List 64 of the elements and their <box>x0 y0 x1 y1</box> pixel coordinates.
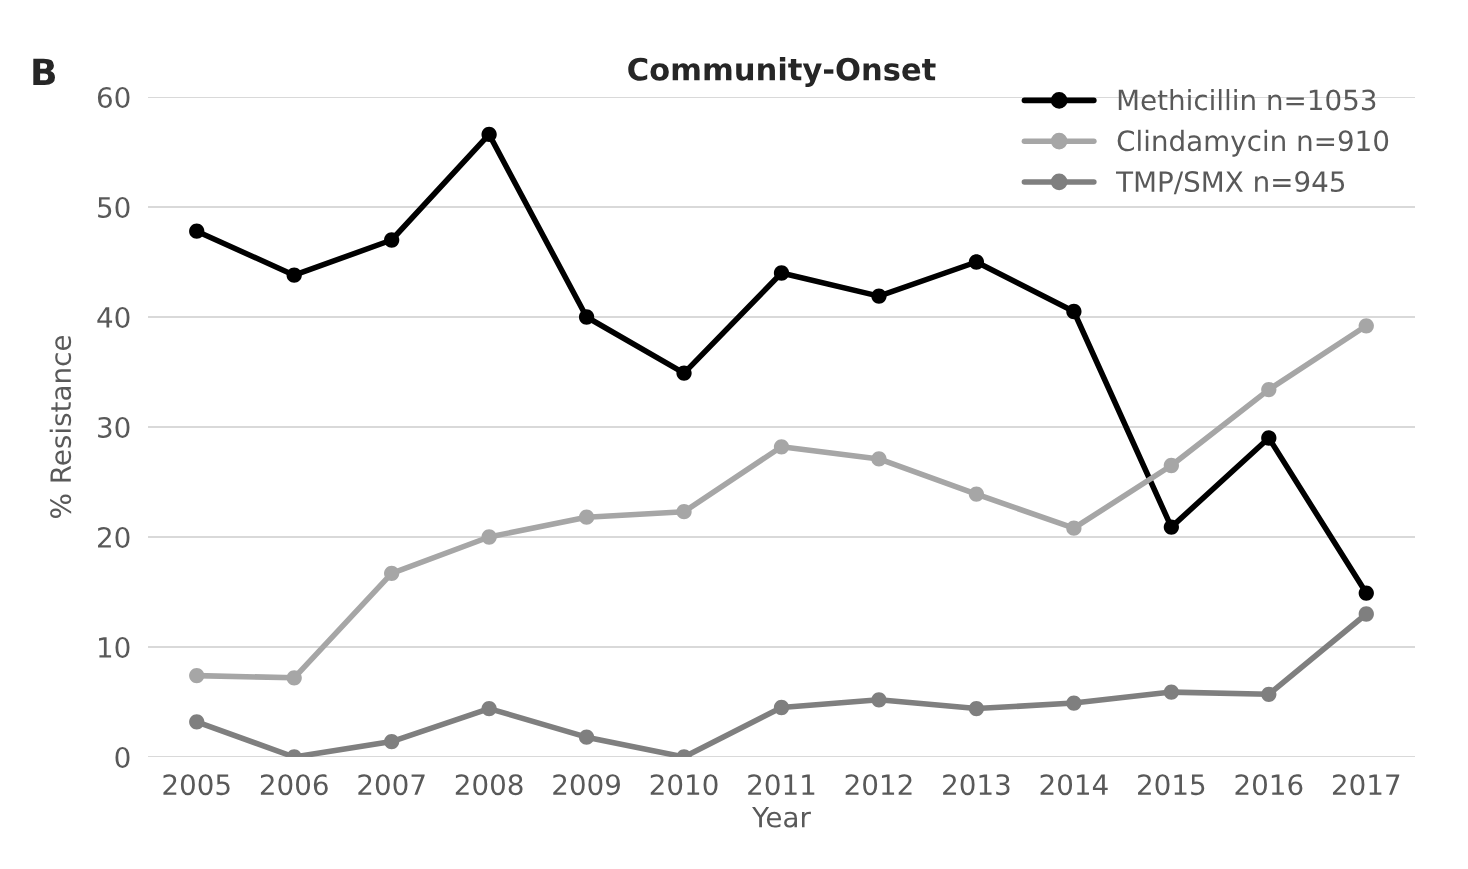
point <box>481 126 497 143</box>
point <box>968 486 985 502</box>
x-tick-label: 2006 <box>260 774 328 796</box>
point <box>968 254 985 270</box>
x-tick-label: 2014 <box>1040 774 1108 796</box>
point <box>189 714 205 730</box>
point <box>1261 381 1277 398</box>
point <box>1066 695 1082 711</box>
point <box>1163 519 1179 535</box>
point <box>1163 457 1179 474</box>
point <box>578 509 595 525</box>
point <box>286 670 302 686</box>
legend-label: Clindamycin n=910 <box>1117 129 1389 157</box>
point <box>871 451 887 467</box>
x-tick-label: 2008 <box>455 774 523 796</box>
point <box>189 223 205 239</box>
point <box>481 529 497 545</box>
point <box>384 733 400 750</box>
y-tick-label: 0 <box>115 746 130 768</box>
text: B <box>33 58 55 85</box>
x-tick-label: 2011 <box>748 774 815 796</box>
x-tick-label: 2009 <box>553 774 620 796</box>
x-tick-label: 2016 <box>1235 774 1303 796</box>
y-tick-label: 30 <box>98 416 130 438</box>
legend-label: TMP/SMX n=945 <box>1116 171 1345 195</box>
point <box>1358 585 1374 601</box>
y-tick-label: 50 <box>98 196 130 218</box>
point <box>968 700 985 717</box>
x-tick-label: 2013 <box>943 774 1010 796</box>
point <box>384 565 400 581</box>
x-tick-label: 2015 <box>1138 774 1205 796</box>
y-tick-label: 10 <box>99 636 130 658</box>
x-tick-label: 2007 <box>358 774 425 796</box>
point <box>1358 606 1374 622</box>
point <box>578 729 595 745</box>
point <box>1261 686 1277 702</box>
point <box>286 267 302 283</box>
point <box>384 232 400 248</box>
point <box>1163 684 1179 700</box>
point <box>773 265 790 281</box>
x-tick-label: 2005 <box>163 774 230 796</box>
point <box>871 692 887 708</box>
point <box>773 439 790 455</box>
point <box>1066 303 1082 320</box>
y-tick-label: 40 <box>97 306 130 328</box>
point <box>189 667 205 684</box>
legend-label: Methicillin n=1053 <box>1118 89 1376 111</box>
y-tick-label: 20 <box>98 526 130 548</box>
point <box>481 700 497 717</box>
x-tick-label: 2017 <box>1332 774 1400 796</box>
point <box>676 504 692 520</box>
point <box>1358 318 1374 334</box>
x-axis-title: Year <box>752 806 811 828</box>
point <box>1066 520 1082 536</box>
y-tick-label: 60 <box>97 86 130 108</box>
point <box>676 365 692 381</box>
point <box>1261 430 1277 446</box>
chart-title: Community-Onset <box>628 57 936 87</box>
x-tick-label: 2010 <box>650 774 718 796</box>
point <box>871 288 887 304</box>
y-axis-title: % Resistance <box>49 336 72 518</box>
point <box>578 309 595 325</box>
x-tick-label: 2012 <box>845 774 912 796</box>
point <box>773 699 790 716</box>
